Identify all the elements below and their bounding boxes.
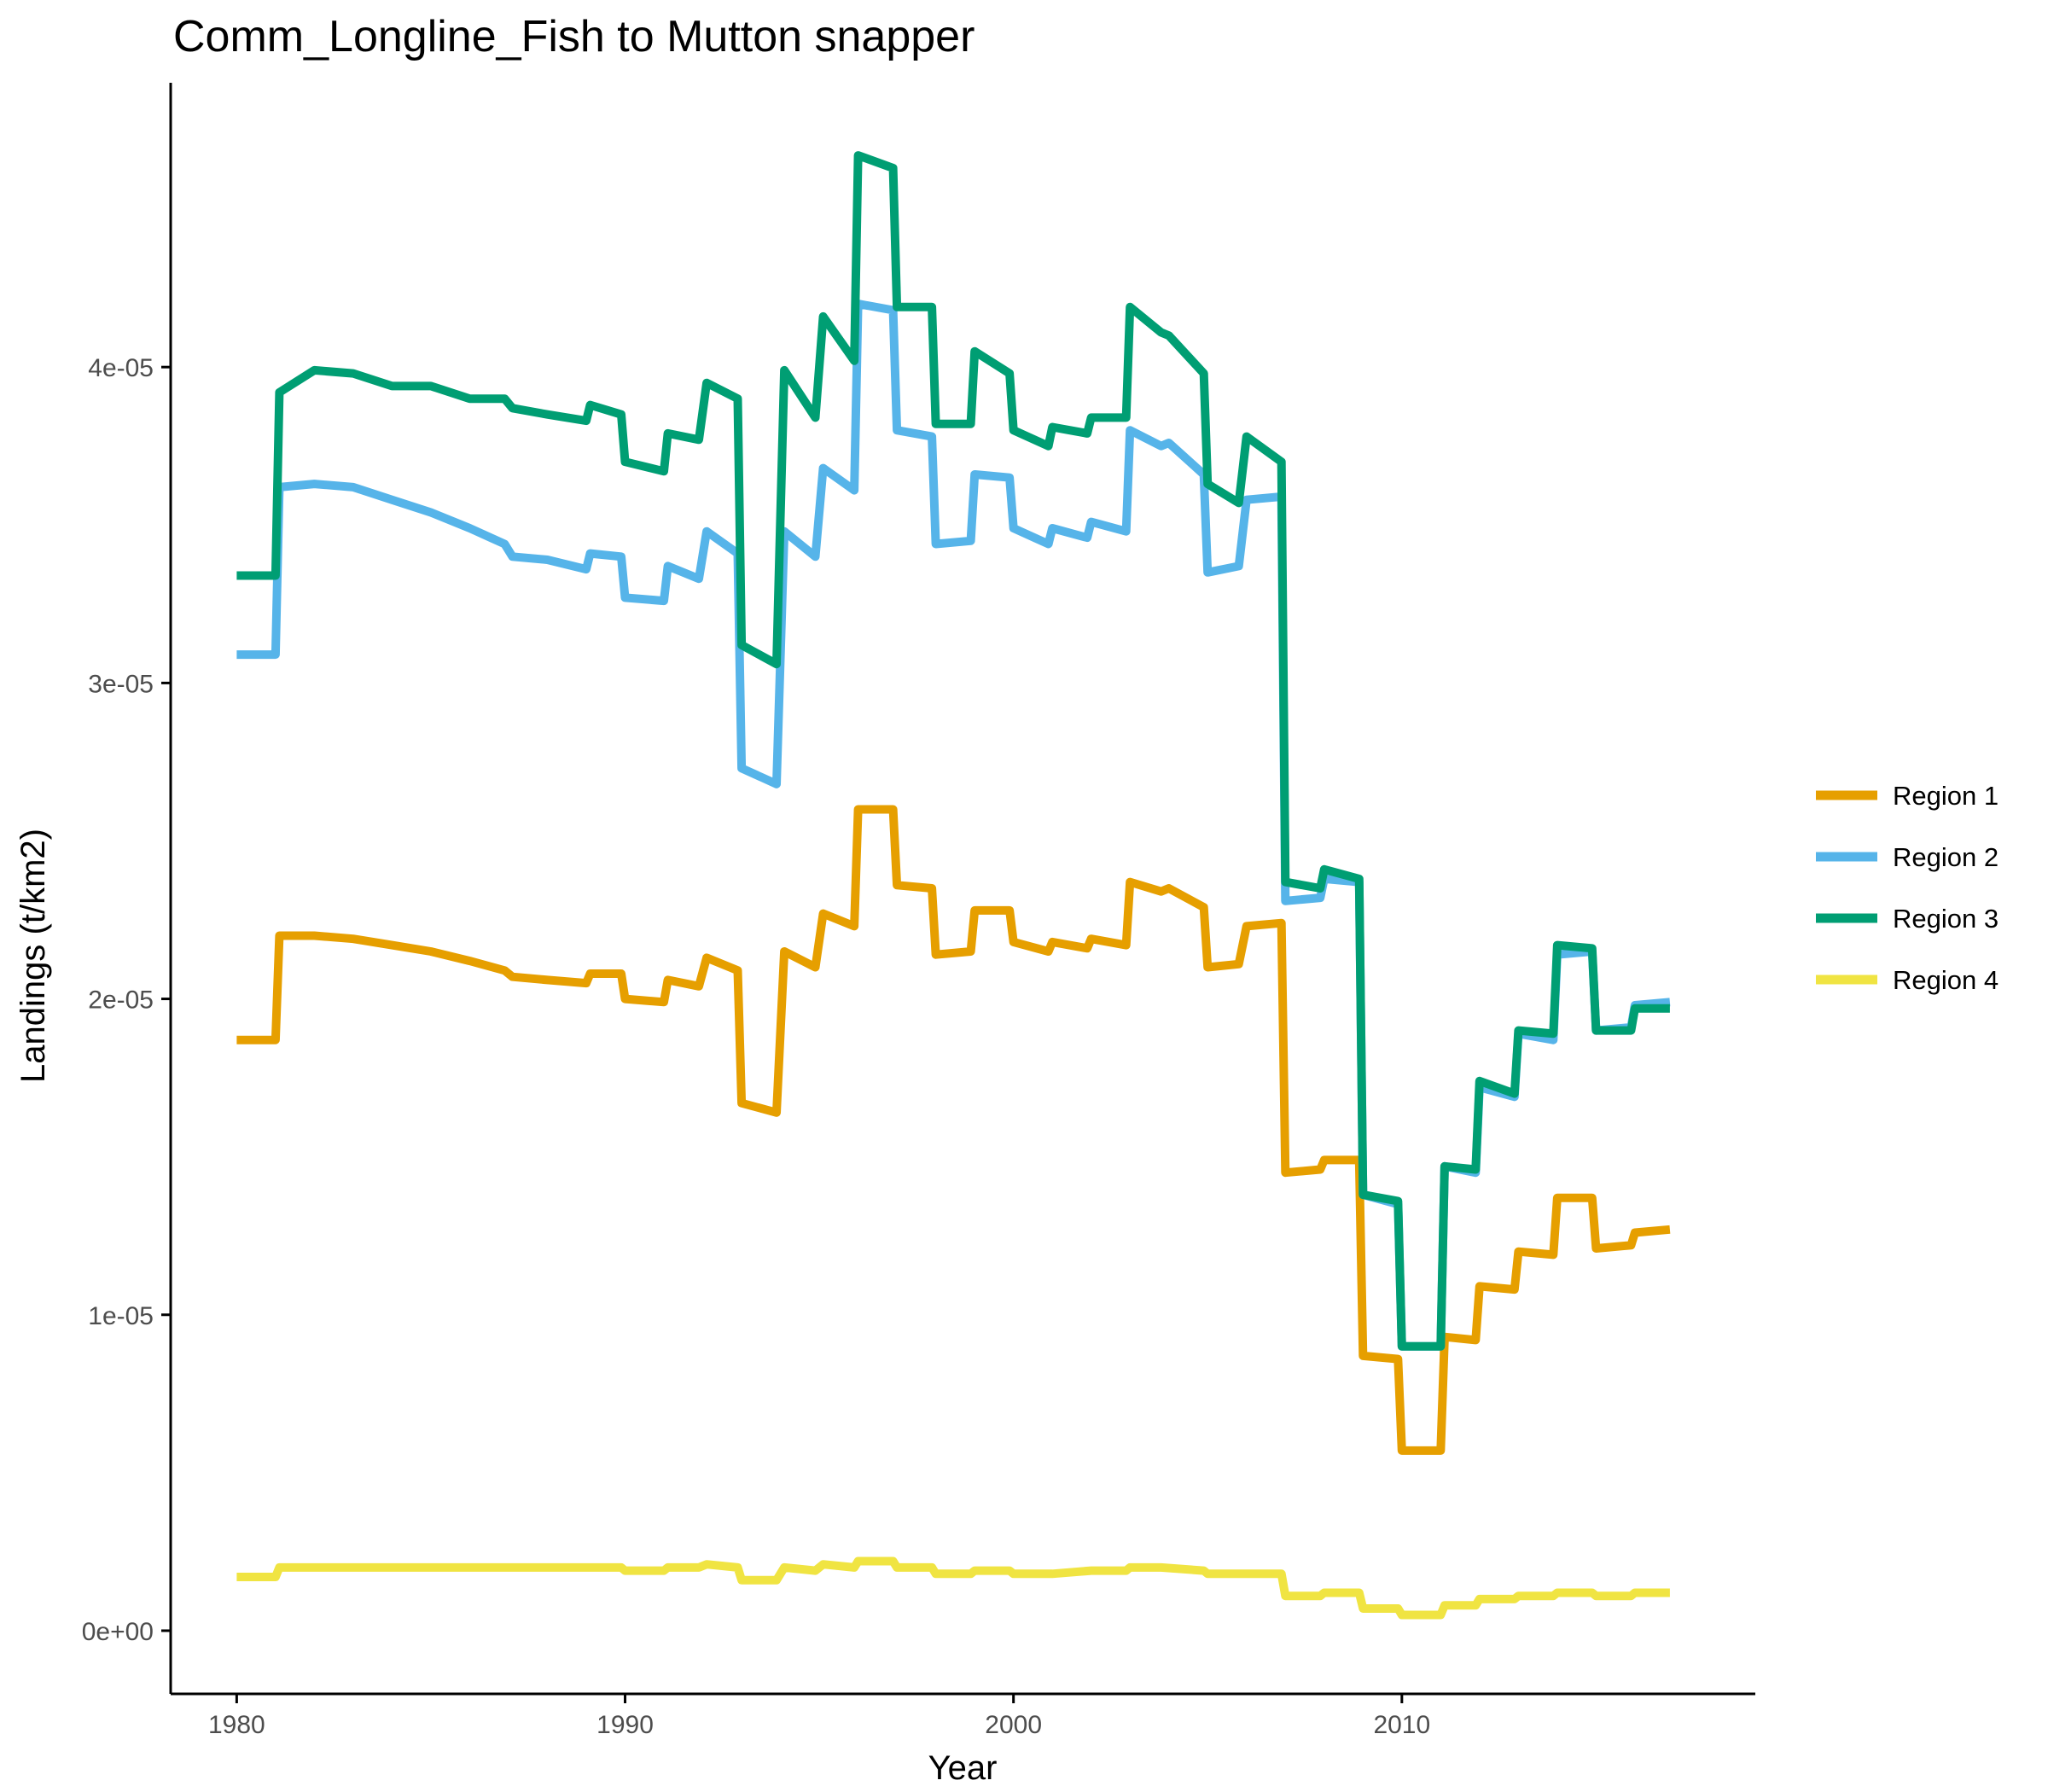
plot-area	[236, 151, 1671, 1620]
x-axis-title: Year	[928, 1749, 998, 1787]
legend-label: Region 2	[1893, 842, 1999, 872]
legend-item: Region 2	[1816, 842, 1999, 872]
legend-label: Region 1	[1893, 781, 1999, 811]
legend-item: Region 1	[1816, 781, 1999, 811]
chart-title: Comm_Longline_Fish to Mutton snapper	[173, 12, 975, 61]
series-line-region-1	[236, 805, 1671, 1455]
series-line-region-2	[236, 300, 1671, 1351]
legend-label: Region 4	[1893, 965, 1999, 995]
y-tick-label: 4e-05	[88, 354, 154, 382]
y-tick-label: 2e-05	[88, 986, 154, 1015]
y-tick-label: 0e+00	[82, 1618, 154, 1646]
x-tick-label: 2010	[1373, 1711, 1430, 1739]
x-tick-label: 1980	[208, 1711, 265, 1739]
x-tick-label: 2000	[985, 1711, 1042, 1739]
legend: Region 1 Region 2 Region 3 Region 4	[1816, 781, 1999, 995]
y-axis-ticks: 0e+00 1e-05 2e-05 3e-05 4e-05	[82, 354, 171, 1646]
series-line-region-4	[236, 1556, 1670, 1620]
legend-item: Region 4	[1816, 965, 1999, 995]
series-line-region-3	[236, 151, 1670, 1351]
x-tick-label: 1990	[596, 1711, 654, 1739]
series-layer	[236, 151, 1671, 1620]
x-axis-ticks: 1980 1990 2000 2010	[208, 1694, 1430, 1739]
legend-label: Region 3	[1893, 904, 1999, 934]
legend-item: Region 3	[1816, 904, 1999, 934]
y-tick-label: 3e-05	[88, 670, 154, 698]
y-tick-label: 1e-05	[88, 1302, 154, 1330]
y-axis-title: Landings (t/km2)	[15, 829, 52, 1083]
